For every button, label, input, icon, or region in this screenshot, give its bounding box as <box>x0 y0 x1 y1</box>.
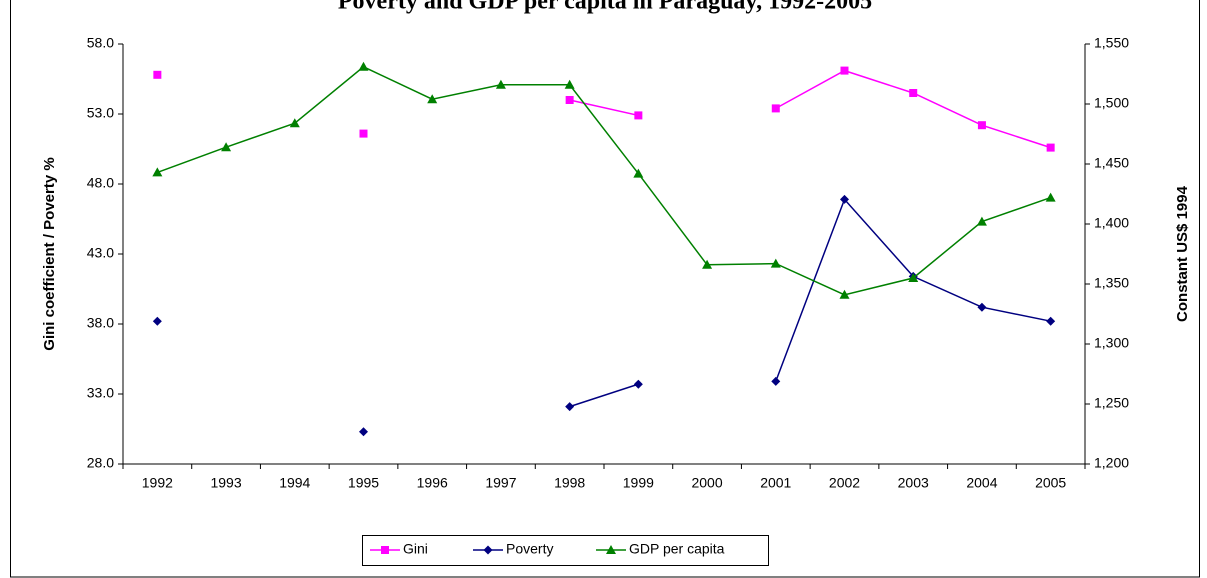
x-tick-label: 1997 <box>485 475 516 491</box>
marker <box>427 94 438 104</box>
marker <box>565 402 575 412</box>
y-tick-label: 53.0 <box>87 105 114 121</box>
y-tick-label: 58.0 <box>87 35 114 51</box>
y2-tick-label: 1,350 <box>1094 275 1129 291</box>
marker <box>634 111 643 120</box>
x-tick-label: 2005 <box>1035 475 1066 491</box>
y2-tick-label: 1,250 <box>1094 395 1129 411</box>
y2-tick-label: 1,450 <box>1094 155 1129 171</box>
marker <box>977 302 987 312</box>
y2-tick-label: 1,500 <box>1094 95 1129 111</box>
chart-title: Poverty and GDP per capita in Paraguay, … <box>338 0 872 15</box>
y2-tick-label: 1,550 <box>1094 35 1129 51</box>
marker <box>1045 192 1056 202</box>
marker <box>359 129 368 138</box>
marker <box>909 89 918 97</box>
chart-border <box>10 0 1200 578</box>
legend-label: GDP per capita <box>629 541 725 557</box>
x-tick-label: 2004 <box>966 475 997 491</box>
legend-marker <box>381 546 389 554</box>
x-tick-label: 2001 <box>760 475 791 491</box>
marker <box>633 379 643 389</box>
marker <box>702 259 713 269</box>
marker <box>771 376 781 386</box>
marker <box>153 70 162 79</box>
x-tick-label: 1992 <box>142 475 173 491</box>
y2-tick-label: 1,200 <box>1094 455 1129 471</box>
legend-marker <box>606 545 616 554</box>
x-tick-label: 1993 <box>210 475 241 491</box>
marker <box>358 61 369 71</box>
legend-label: Poverty <box>506 541 553 557</box>
x-tick-label: 1998 <box>554 475 585 491</box>
marker <box>771 104 780 113</box>
marker <box>152 316 162 326</box>
x-tick-label: 1995 <box>348 475 379 491</box>
y-tick-label: 38.0 <box>87 315 114 331</box>
x-tick-label: 2003 <box>898 475 929 491</box>
marker <box>977 121 986 130</box>
y2-axis-title: Constant US$ 1994 <box>1174 185 1191 322</box>
y2-tick-label: 1,300 <box>1094 335 1129 351</box>
y2-tick-label: 1,400 <box>1094 215 1129 231</box>
x-tick-label: 2000 <box>691 475 722 491</box>
y-tick-label: 48.0 <box>87 175 114 191</box>
y-tick-label: 28.0 <box>87 455 114 471</box>
x-tick-label: 1994 <box>279 475 310 491</box>
x-tick-label: 1996 <box>417 475 448 491</box>
legend <box>362 535 769 566</box>
x-tick-label: 2002 <box>829 475 860 491</box>
marker <box>633 168 644 178</box>
x-tick-label: 1999 <box>623 475 654 491</box>
marker <box>495 79 506 89</box>
marker <box>289 118 300 128</box>
marker <box>221 142 232 152</box>
legend-label: Gini <box>403 541 428 557</box>
marker <box>565 96 574 104</box>
marker <box>1046 316 1056 326</box>
marker <box>564 79 575 89</box>
marker <box>839 289 850 299</box>
marker <box>770 258 781 268</box>
marker <box>908 273 919 282</box>
marker <box>840 66 849 75</box>
legend-marker <box>483 545 493 555</box>
y-axis-title: Gini coefficient / Poverty % <box>41 157 58 350</box>
y-tick-label: 33.0 <box>87 385 114 401</box>
marker <box>840 194 849 204</box>
series-line <box>157 65 1051 296</box>
marker <box>152 167 163 177</box>
y-tick-label: 43.0 <box>87 245 114 261</box>
marker <box>359 427 368 437</box>
marker <box>976 216 987 226</box>
marker <box>1046 143 1055 152</box>
